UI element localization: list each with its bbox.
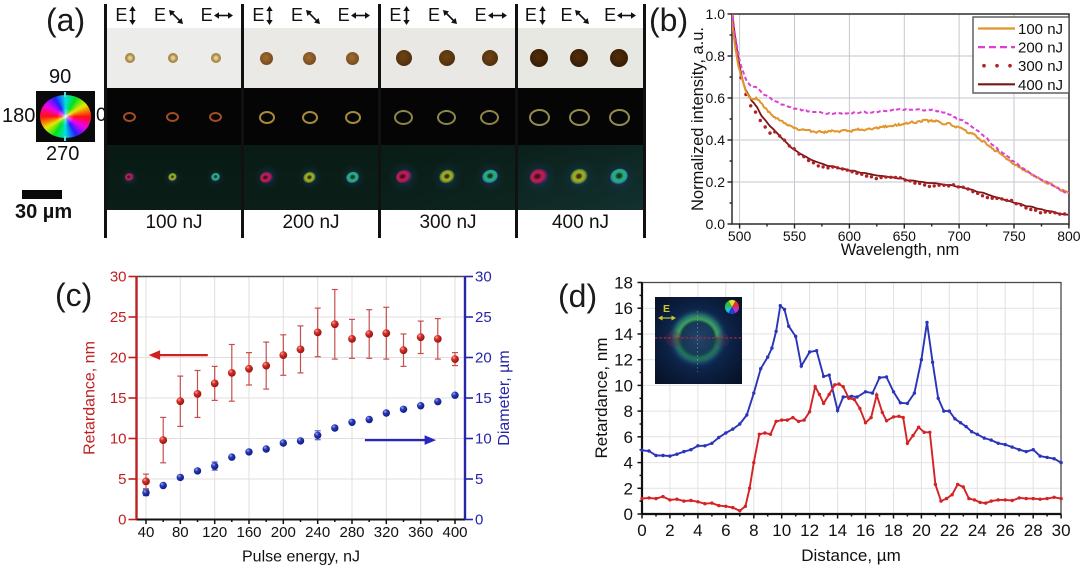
svg-text:8: 8 xyxy=(749,521,758,540)
svg-text:4: 4 xyxy=(624,454,633,473)
svg-text:24: 24 xyxy=(968,521,987,540)
svg-text:30: 30 xyxy=(475,269,492,286)
svg-text:400: 400 xyxy=(442,524,467,541)
svg-text:0: 0 xyxy=(637,521,646,540)
svg-text:8: 8 xyxy=(624,402,633,421)
svg-text:25: 25 xyxy=(475,309,492,326)
svg-text:16: 16 xyxy=(856,521,875,540)
svg-text:0: 0 xyxy=(475,512,483,529)
svg-text:400 nJ: 400 nJ xyxy=(1018,77,1063,94)
svg-text:0: 0 xyxy=(624,505,633,524)
svg-text:200: 200 xyxy=(271,524,296,541)
svg-text:16: 16 xyxy=(614,299,633,318)
svg-text:14: 14 xyxy=(614,325,633,344)
svg-text:0.2: 0.2 xyxy=(706,174,726,190)
svg-text:300 nJ: 300 nJ xyxy=(1018,58,1063,75)
svg-text:650: 650 xyxy=(893,228,917,244)
svg-text:15: 15 xyxy=(110,390,127,407)
svg-text:500: 500 xyxy=(728,228,752,244)
svg-text:4: 4 xyxy=(693,521,702,540)
svg-text:30: 30 xyxy=(1052,521,1071,540)
svg-text:360: 360 xyxy=(408,524,433,541)
svg-text:18: 18 xyxy=(884,521,903,540)
svg-text:0.4: 0.4 xyxy=(706,132,726,148)
svg-text:18: 18 xyxy=(614,274,633,293)
svg-text:0.6: 0.6 xyxy=(706,90,726,106)
svg-text:5: 5 xyxy=(475,471,483,488)
svg-text:800: 800 xyxy=(1057,228,1080,244)
svg-text:15: 15 xyxy=(475,390,492,407)
svg-text:0.8: 0.8 xyxy=(706,48,726,64)
svg-text:28: 28 xyxy=(1024,521,1043,540)
svg-text:200 nJ: 200 nJ xyxy=(1018,40,1063,57)
svg-text:26: 26 xyxy=(996,521,1015,540)
svg-text:10: 10 xyxy=(614,376,633,395)
svg-text:12: 12 xyxy=(800,521,819,540)
svg-text:Pulse energy, nJ: Pulse energy, nJ xyxy=(242,549,360,566)
svg-text:100 nJ: 100 nJ xyxy=(1018,21,1063,38)
svg-text:14: 14 xyxy=(828,521,847,540)
svg-text:E: E xyxy=(663,303,670,315)
svg-text:30: 30 xyxy=(110,269,127,286)
svg-text:Normalized intensity, a.u.: Normalized intensity, a.u. xyxy=(689,27,707,211)
svg-text:22: 22 xyxy=(940,521,959,540)
svg-text:320: 320 xyxy=(374,524,399,541)
svg-text:Retardance, nm: Retardance, nm xyxy=(82,341,99,455)
svg-text:550: 550 xyxy=(783,228,807,244)
svg-text:25: 25 xyxy=(110,309,127,326)
svg-text:6: 6 xyxy=(624,428,633,447)
svg-text:Retardance, nm: Retardance, nm xyxy=(592,338,611,459)
svg-text:600: 600 xyxy=(838,228,862,244)
svg-text:20: 20 xyxy=(110,350,127,367)
svg-text:280: 280 xyxy=(339,524,364,541)
svg-text:0.0: 0.0 xyxy=(706,216,726,232)
svg-text:10: 10 xyxy=(475,431,492,448)
svg-text:1.0: 1.0 xyxy=(706,6,726,22)
svg-text:40: 40 xyxy=(138,524,155,541)
svg-text:240: 240 xyxy=(305,524,330,541)
svg-text:2: 2 xyxy=(624,479,633,498)
svg-text:5: 5 xyxy=(118,471,126,488)
svg-text:0: 0 xyxy=(118,512,126,529)
svg-text:Distance, µm: Distance, µm xyxy=(801,546,901,565)
svg-text:Diameter, µm: Diameter, µm xyxy=(496,350,513,445)
svg-text:750: 750 xyxy=(1002,228,1026,244)
svg-text:20: 20 xyxy=(475,350,492,367)
svg-text:10: 10 xyxy=(110,431,127,448)
svg-text:2: 2 xyxy=(665,521,674,540)
svg-text:120: 120 xyxy=(202,524,227,541)
svg-text:20: 20 xyxy=(912,521,931,540)
svg-text:12: 12 xyxy=(614,351,633,370)
svg-text:80: 80 xyxy=(172,524,189,541)
svg-text:700: 700 xyxy=(947,228,971,244)
svg-text:10: 10 xyxy=(772,521,791,540)
svg-text:Wavelength, nm: Wavelength, nm xyxy=(841,241,960,259)
svg-text:6: 6 xyxy=(721,521,730,540)
svg-text:160: 160 xyxy=(236,524,261,541)
